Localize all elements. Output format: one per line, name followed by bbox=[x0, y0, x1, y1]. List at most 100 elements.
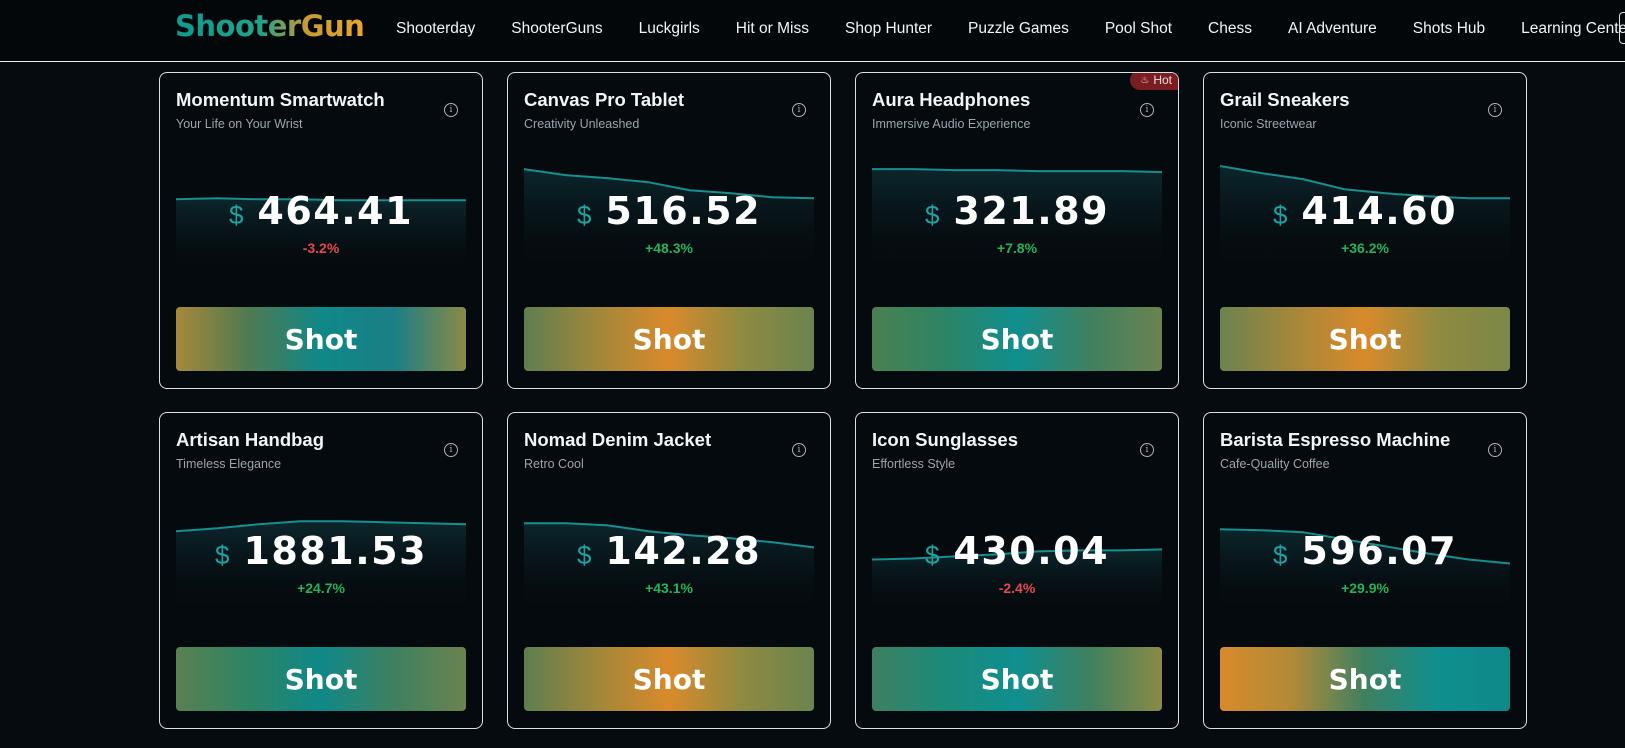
price-change: -3.2% bbox=[302, 240, 340, 256]
currency-symbol: $ bbox=[1272, 200, 1288, 230]
product-title: Nomad Denim Jacket bbox=[524, 429, 712, 450]
info-icon[interactable]: i bbox=[792, 443, 806, 457]
price-trend-sparkline bbox=[1220, 528, 1510, 609]
price-value: 464.41 bbox=[257, 189, 414, 233]
price-display: $ 430.04 bbox=[856, 529, 1178, 573]
currency-symbol: $ bbox=[214, 540, 230, 570]
shot-button[interactable]: Shot bbox=[872, 307, 1162, 371]
product-subtitle: Immersive Audio Experience bbox=[872, 117, 1031, 131]
app-logo[interactable]: ShooterGun bbox=[175, 9, 365, 43]
sparkline-line bbox=[872, 548, 1162, 561]
product-card: ♨ Hot Aura Headphones Immersive Audio Exp… bbox=[855, 72, 1179, 389]
price-change: -2.4% bbox=[998, 580, 1036, 596]
product-subtitle: Cafe-Quality Coffee bbox=[1220, 457, 1330, 471]
product-subtitle: Your Life on Your Wrist bbox=[176, 117, 303, 131]
sparkline-line bbox=[176, 197, 466, 202]
product-title: Icon Sunglasses bbox=[872, 429, 1018, 450]
nav-item-ai-adventure[interactable]: AI Adventure bbox=[1287, 20, 1377, 37]
currency-symbol: $ bbox=[228, 200, 244, 230]
sparkline-area bbox=[1220, 166, 1510, 269]
sparkline-line bbox=[176, 520, 466, 533]
info-icon[interactable]: i bbox=[444, 443, 458, 457]
price-display: $ 464.41 bbox=[160, 189, 482, 233]
price-value: 142.28 bbox=[605, 529, 762, 573]
nav-item-hit-or-miss[interactable]: Hit or Miss bbox=[735, 20, 809, 37]
info-icon[interactable]: i bbox=[1140, 443, 1154, 457]
price-display: $ 1881.53 bbox=[160, 529, 482, 573]
nav-item-chess[interactable]: Chess bbox=[1208, 20, 1252, 37]
top-nav-bar: ShooterGun Shooterday ShooterGuns Luckgirl… bbox=[0, 0, 1625, 62]
price-change: +24.7% bbox=[297, 580, 345, 596]
price-value: 321.89 bbox=[953, 189, 1110, 233]
shot-button[interactable]: Shot bbox=[1220, 647, 1510, 711]
product-card: Barista Espresso Machine Cafe-Quality Co… bbox=[1203, 412, 1527, 729]
currency-symbol: $ bbox=[924, 200, 940, 230]
info-icon[interactable]: i bbox=[1488, 443, 1502, 457]
price-trend-sparkline bbox=[872, 548, 1162, 609]
price-trend-sparkline bbox=[176, 197, 466, 269]
price-trend-sparkline bbox=[524, 522, 814, 609]
nav-item-shooterday[interactable]: Shooterday bbox=[396, 20, 476, 37]
shot-button[interactable]: Shot bbox=[524, 647, 814, 711]
nav-item-pool-shot[interactable]: Pool Shot bbox=[1104, 20, 1173, 37]
product-card: Artisan Handbag Timeless Elegance i $ 18… bbox=[159, 412, 483, 729]
shot-button[interactable]: Shot bbox=[176, 307, 466, 371]
hot-badge: ♨ Hot bbox=[1130, 73, 1178, 90]
product-title: Artisan Handbag bbox=[176, 429, 325, 450]
price-trend-sparkline bbox=[1220, 165, 1510, 269]
price-trend-sparkline bbox=[524, 168, 814, 269]
sparkline-line bbox=[524, 522, 814, 549]
nav-item-shots-hub[interactable]: Shots Hub bbox=[1412, 20, 1486, 37]
product-card: Grail Sneakers Iconic Streetwear i $ 414… bbox=[1203, 72, 1527, 389]
price-display: $ 596.07 bbox=[1204, 529, 1526, 573]
hot-badge-label: Hot bbox=[1153, 73, 1172, 87]
sparkline-line bbox=[1220, 165, 1510, 200]
price-change: +43.1% bbox=[645, 580, 693, 596]
info-icon[interactable]: i bbox=[792, 103, 806, 117]
nav-item-puzzle-games[interactable]: Puzzle Games bbox=[968, 20, 1069, 37]
currency-symbol: $ bbox=[1272, 540, 1288, 570]
product-title: Momentum Smartwatch bbox=[176, 89, 385, 110]
price-change: +48.3% bbox=[645, 240, 693, 256]
nav-item-luckgirls[interactable]: Luckgirls bbox=[638, 20, 700, 37]
sparkline-area bbox=[176, 521, 466, 609]
sparkline-area bbox=[524, 523, 814, 609]
sparkline-line bbox=[872, 168, 1162, 174]
price-change: +7.8% bbox=[996, 240, 1038, 256]
product-title: Aura Headphones bbox=[872, 89, 1031, 110]
price-trend-sparkline bbox=[872, 168, 1162, 269]
shot-button[interactable]: Shot bbox=[524, 307, 814, 371]
product-subtitle: Iconic Streetwear bbox=[1220, 117, 1317, 131]
price-value: 1881.53 bbox=[243, 529, 428, 573]
nav-overflow-button[interactable] bbox=[1619, 12, 1625, 44]
shot-button[interactable]: Shot bbox=[872, 647, 1162, 711]
product-subtitle: Creativity Unleashed bbox=[524, 117, 640, 131]
nav-item-shooterguns[interactable]: ShooterGuns bbox=[511, 20, 603, 37]
currency-symbol: $ bbox=[924, 540, 940, 570]
nav-item-learning-center[interactable]: Learning Center bbox=[1521, 20, 1625, 37]
nav-item-shop-hunter[interactable]: Shop Hunter bbox=[845, 20, 933, 37]
sparkline-area bbox=[872, 169, 1162, 269]
sparkline-area bbox=[872, 549, 1162, 609]
price-value: 516.52 bbox=[605, 189, 762, 233]
currency-symbol: $ bbox=[576, 200, 592, 230]
product-subtitle: Effortless Style bbox=[872, 457, 956, 471]
product-subtitle: Retro Cool bbox=[524, 457, 584, 471]
product-subtitle: Timeless Elegance bbox=[176, 457, 282, 471]
info-icon[interactable]: i bbox=[444, 103, 458, 117]
sparkline-area bbox=[524, 169, 814, 269]
price-change: +29.9% bbox=[1341, 580, 1389, 596]
product-card: Nomad Denim Jacket Retro Cool i $ 142.28… bbox=[507, 412, 831, 729]
sparkline-area bbox=[176, 198, 466, 269]
currency-symbol: $ bbox=[576, 540, 592, 570]
info-icon[interactable]: i bbox=[1140, 103, 1154, 117]
info-icon[interactable]: i bbox=[1488, 103, 1502, 117]
price-value: 596.07 bbox=[1301, 529, 1458, 573]
price-value: 414.60 bbox=[1301, 189, 1458, 233]
shot-button[interactable]: Shot bbox=[176, 647, 466, 711]
product-card: Momentum Smartwatch Your Life on Your Wr… bbox=[159, 72, 483, 389]
sparkline-line bbox=[524, 168, 814, 200]
price-trend-sparkline bbox=[176, 520, 466, 609]
shot-button[interactable]: Shot bbox=[1220, 307, 1510, 371]
product-title: Canvas Pro Tablet bbox=[524, 89, 685, 110]
